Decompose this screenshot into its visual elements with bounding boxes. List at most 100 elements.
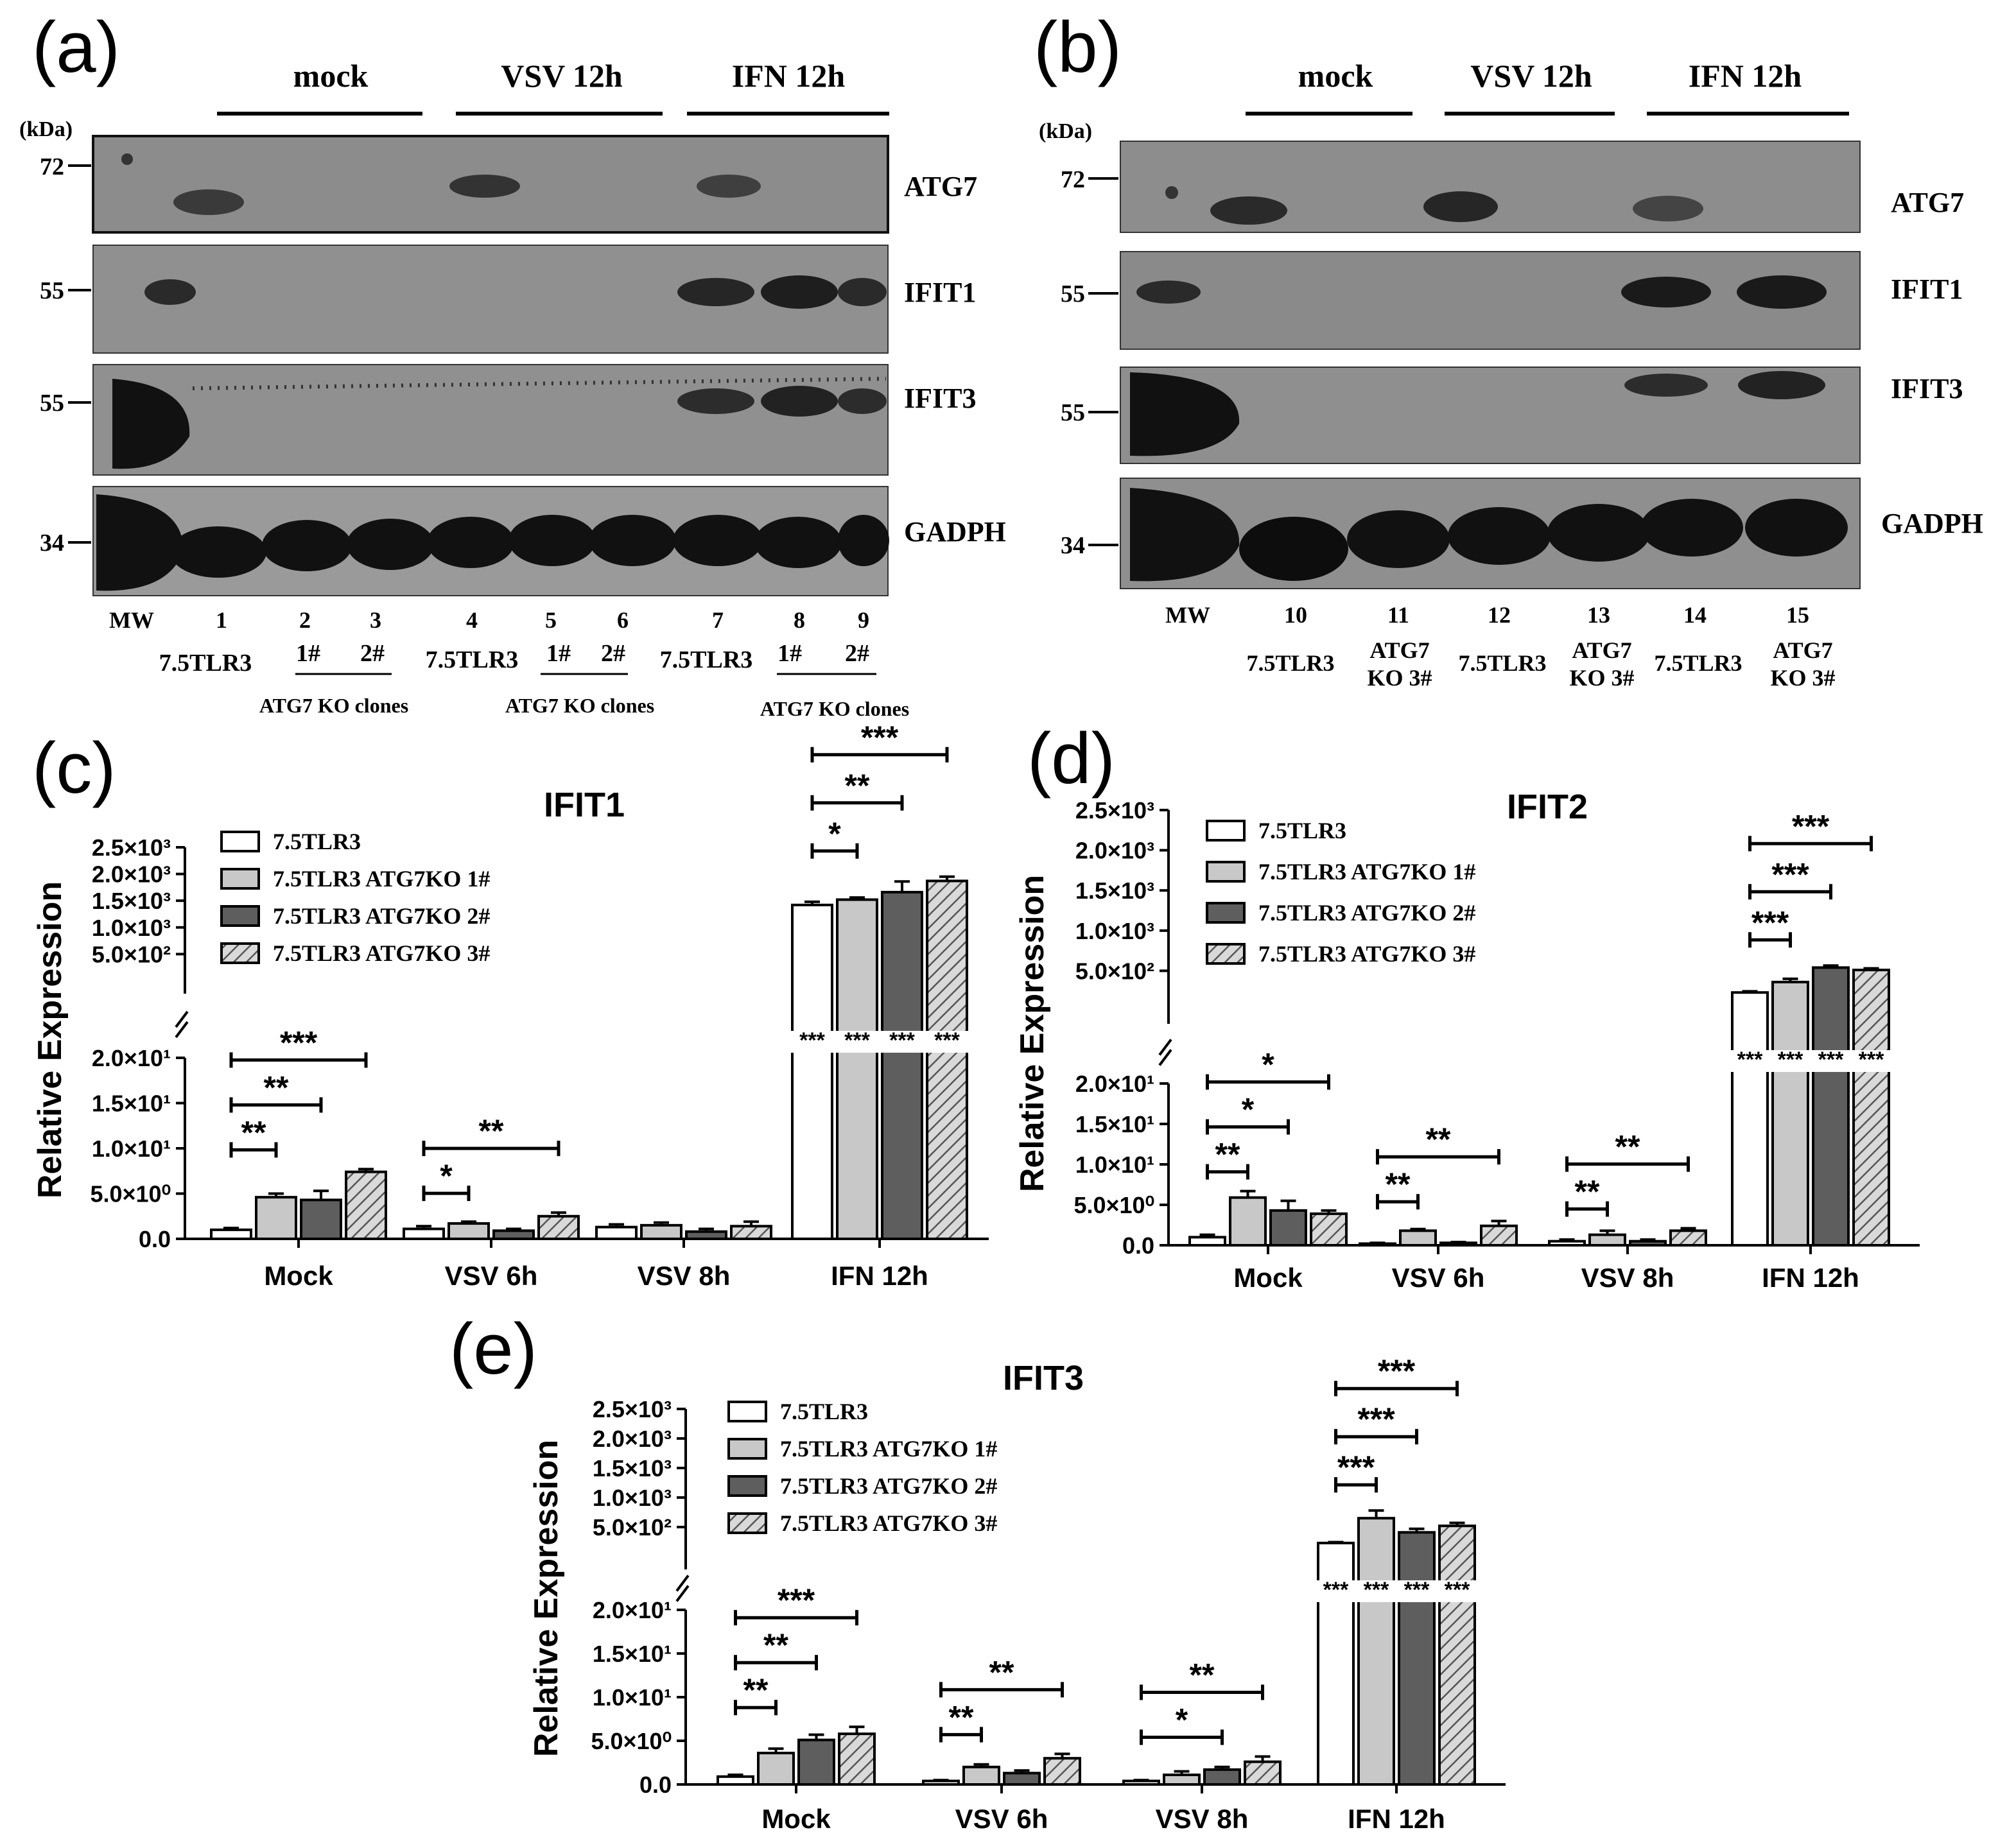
legend-swatch xyxy=(1206,820,1246,842)
clone-label-a-1: ATG7 KO clones xyxy=(505,694,654,717)
group-label-ifn: IFN 12h xyxy=(732,58,846,94)
bar xyxy=(1771,980,1809,1247)
chart-title: IFIT3 xyxy=(1003,1359,1084,1397)
legend-label: 7.5TLR3 ATG7KO 3# xyxy=(1258,941,1475,967)
sample-a-5: 2# xyxy=(601,640,625,667)
bar xyxy=(210,1228,252,1241)
protein-ifit3-b: IFIT3 xyxy=(1891,373,1963,404)
sample-b-8: KO 3# xyxy=(1770,665,1835,691)
y-tick-label: 5.0×10⁰ xyxy=(591,1728,672,1754)
clone-label-a-2: ATG7 KO clones xyxy=(760,697,909,720)
legend-label: 7.5TLR3 ATG7KO 2# xyxy=(780,1473,997,1499)
bar xyxy=(881,890,923,1240)
significance-label: ** xyxy=(264,1069,289,1105)
legend-label: 7.5TLR3 ATG7KO 1# xyxy=(273,866,490,892)
category-label: IFN 12h xyxy=(831,1261,928,1291)
bar xyxy=(1043,1757,1081,1786)
y-tick-label: 1.5×10³ xyxy=(1075,877,1154,904)
bar-break xyxy=(1396,1580,1437,1602)
legend-label: 7.5TLR3 ATG7KO 3# xyxy=(780,1510,997,1536)
legend-swatch xyxy=(1206,861,1246,883)
significance-label: ** xyxy=(1575,1174,1600,1210)
bar xyxy=(255,1196,297,1241)
significance-label: ** xyxy=(1426,1121,1451,1157)
bar-significance-mark: *** xyxy=(1859,1048,1884,1072)
y-tick-label: 1.5×10¹ xyxy=(92,1091,171,1117)
significance-label: ** xyxy=(241,1114,266,1150)
category-label: VSV 6h xyxy=(1392,1263,1485,1293)
y-tick-label: 2.0×10³ xyxy=(593,1426,672,1452)
bar-significance-mark: *** xyxy=(934,1028,960,1053)
bar xyxy=(838,1732,876,1786)
protein-ifit3-a: IFIT3 xyxy=(904,383,976,414)
legend-swatch xyxy=(727,1401,767,1422)
significance-label: *** xyxy=(280,1024,318,1060)
axis-break-mark xyxy=(675,1575,690,1592)
legend-swatch xyxy=(727,1438,767,1460)
marker-b-55b: 55 xyxy=(1061,399,1085,426)
bar xyxy=(1669,1229,1707,1247)
legend-label: 7.5TLR3 xyxy=(780,1399,868,1424)
y-tick-label: 2.5×10³ xyxy=(593,1396,672,1422)
bar xyxy=(926,879,968,1240)
category-label: IFN 12h xyxy=(1762,1263,1859,1293)
lane-12: 12 xyxy=(1488,602,1511,628)
legend-label: 7.5TLR3 ATG7KO 1# xyxy=(780,1436,997,1462)
significance-label: ** xyxy=(1386,1166,1411,1202)
bar xyxy=(1229,1196,1267,1247)
marker-b-55a: 55 xyxy=(1061,281,1085,307)
lane-5: 5 xyxy=(545,607,557,633)
category-label: VSV 8h xyxy=(1156,1804,1249,1834)
sample-labels-a: 7.5TLR3 1# 2# 7.5TLR3 1# 2# 7.5TLR3 1# 2… xyxy=(159,640,869,677)
kda-unit: (kDa) xyxy=(19,117,73,141)
panel-a-label: (a) xyxy=(32,7,120,87)
significance-label: ** xyxy=(1215,1137,1240,1173)
y-tick-label: 0.0 xyxy=(1122,1232,1154,1259)
bar xyxy=(1122,1779,1160,1786)
sample-a-1: 1# xyxy=(296,640,320,667)
bar xyxy=(922,1779,960,1786)
lane-8: 8 xyxy=(794,607,805,633)
lane-2: 2 xyxy=(299,607,311,633)
blot-strip-ifit1 xyxy=(92,245,889,354)
y-tick-label: 2.0×10¹ xyxy=(92,1045,171,1071)
bar-significance-mark: *** xyxy=(1445,1578,1470,1602)
sample-b-4: ATG7 xyxy=(1572,637,1631,663)
clone-labels-a: ATG7 KO clones ATG7 KO clones ATG7 KO cl… xyxy=(259,694,909,720)
bar-break xyxy=(1730,1050,1770,1072)
significance-label: *** xyxy=(1337,1449,1375,1485)
blot-strip-gadph-b xyxy=(1120,478,1861,589)
axis-break-mark xyxy=(1158,1049,1172,1066)
y-tick-label: 5.0×10² xyxy=(92,941,171,967)
panel-c-label: (c) xyxy=(32,728,116,808)
significance-label: ** xyxy=(949,1699,974,1735)
panel-b-group-headers: mock VSV 12h IFN 12h xyxy=(1298,58,1802,94)
marker-labels-b: 72 55 55 34 xyxy=(1061,166,1085,559)
y-tick-label: 1.5×10¹ xyxy=(593,1641,672,1667)
y-tick-label: 1.0×10³ xyxy=(1075,918,1154,944)
bar-break xyxy=(1851,1050,1891,1072)
y-tick-label: 2.0×10³ xyxy=(92,861,171,888)
significance-label: ** xyxy=(1190,1657,1215,1693)
category-label: Mock xyxy=(264,1261,333,1291)
chart-title: IFIT1 xyxy=(544,786,625,824)
significance-label: ** xyxy=(479,1113,504,1149)
marker-b-72: 72 xyxy=(1061,166,1085,193)
legend-label: 7.5TLR3 xyxy=(1258,818,1346,843)
axis-break-mark xyxy=(675,1585,690,1602)
protein-ifit1-a: IFIT1 xyxy=(904,277,976,308)
significance-label: * xyxy=(1176,1702,1188,1738)
protein-ifit1-b: IFIT1 xyxy=(1891,273,1963,305)
bar xyxy=(1438,1524,1476,1786)
bar xyxy=(640,1223,682,1240)
protein-labels-b: ATG7 IFIT1 IFIT3 GADPH xyxy=(1881,187,1983,539)
sample-a-8: 2# xyxy=(845,640,869,667)
marker-34: 34 xyxy=(40,530,64,557)
category-label: VSV 8h xyxy=(1581,1263,1674,1293)
bar xyxy=(1163,1774,1201,1786)
group-label-mock: mock xyxy=(293,58,369,94)
bar xyxy=(791,903,833,1240)
sample-a-4: 1# xyxy=(546,640,571,667)
sample-a-0: 7.5TLR3 xyxy=(159,650,252,677)
blot-strip-ifit1-b xyxy=(1120,251,1861,350)
